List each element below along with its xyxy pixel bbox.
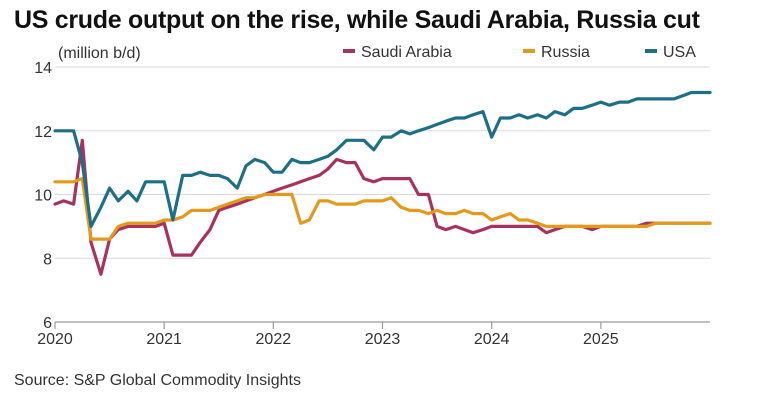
x-tick-label: 2021 (146, 331, 182, 348)
y-tick-label: 14 (34, 60, 52, 77)
x-tick-label: 2022 (256, 331, 292, 348)
series-line-saudi-arabia (53, 138, 712, 276)
x-tick-label: 2025 (583, 331, 619, 348)
y-axis-ticks: 6 8 10 12 14 (34, 60, 52, 332)
y-tick-label: 12 (34, 124, 52, 141)
x-tick-label: 2020 (37, 331, 73, 348)
legend: Saudi Arabia Russia USA (343, 44, 696, 61)
source-note: Source: S&P Global Commodity Insights (14, 372, 301, 389)
gridlines (55, 66, 710, 259)
series-line-russia (53, 177, 712, 241)
legend-label-saudi-arabia: Saudi Arabia (361, 44, 452, 61)
y-axis-unit-label: (million b/d) (58, 45, 141, 62)
legend-label-russia: Russia (541, 44, 590, 61)
x-tick-label: 2024 (474, 331, 510, 348)
legend-label-usa: USA (663, 44, 696, 61)
y-tick-label: 8 (43, 251, 52, 268)
x-axis: 2020 2021 2022 2023 2024 2025 (37, 321, 710, 348)
y-tick-label: 10 (34, 188, 52, 205)
x-tick-label: 2023 (365, 331, 401, 348)
y-tick-label: 6 (43, 315, 52, 332)
series-line-usa (53, 90, 712, 228)
series-lines (53, 90, 712, 276)
chart-title: US crude output on the rise, while Saudi… (14, 6, 700, 34)
